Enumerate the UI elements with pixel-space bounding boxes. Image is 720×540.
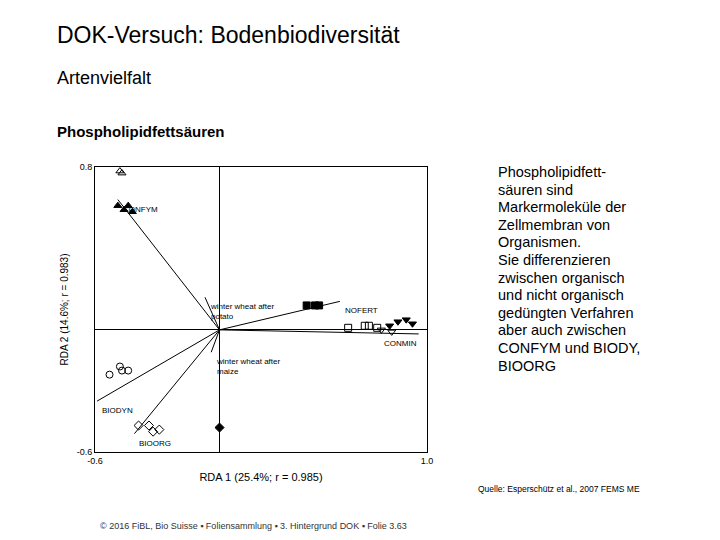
html-text:Phospholipidfettsäuren: Phospholipidfettsäuren	[57, 123, 225, 140]
svg-text:winter wheat aftermaize: winter wheat aftermaize	[216, 357, 280, 376]
svg-text:NOFERT: NOFERT	[345, 306, 378, 315]
html-text:zwischen organisch: zwischen organisch	[498, 269, 625, 286]
svg-text:CONFYM: CONFYM	[123, 205, 158, 214]
html-text:Zellmembran von: Zellmembran von	[498, 216, 610, 233]
html-text:Artenvielfalt: Artenvielfalt	[57, 68, 151, 88]
svg-text:winter wheat afterpotato: winter wheat afterpotato	[210, 302, 274, 321]
html-text:Phospholipidfett-: Phospholipidfett-	[498, 164, 606, 180]
svg-text:BIOORG: BIOORG	[139, 439, 171, 448]
svg-text:BIODYN: BIODYN	[102, 406, 133, 415]
html-text:DOK-Versuch: Bodenbiodiversitä: DOK-Versuch: Bodenbiodiversität	[57, 22, 400, 48]
html-text:Quelle: Esperschütz et al., 20: Quelle: Esperschütz et al., 2007 FEMS ME	[478, 484, 640, 494]
svg-text:-0.6: -0.6	[77, 447, 93, 457]
html-text:Sie differenzieren: Sie differenzieren	[498, 252, 611, 268]
svg-text:RDA 1 (25.4%; r = 0.985): RDA 1 (25.4%; r = 0.985)	[199, 471, 322, 483]
html-text:aber auch zwischen: aber auch zwischen	[498, 322, 627, 339]
html-text:CONFYM und BIODY,: CONFYM und BIODY,	[498, 339, 641, 356]
svg-text:RDA 2 (14.6%; r = 0.983): RDA 2 (14.6%; r = 0.983)	[59, 253, 70, 365]
svg-text:-0.6: -0.6	[87, 456, 103, 466]
html-text:BIOORG: BIOORG	[498, 357, 556, 374]
html-text:gedüngten Verfahren: gedüngten Verfahren	[498, 304, 634, 321]
html-text:Organismen.: Organismen.	[498, 234, 581, 251]
svg-text:0.8: 0.8	[80, 162, 93, 172]
html-text:säuren sind: säuren sind	[498, 181, 573, 198]
svg-text:1.0: 1.0	[421, 456, 434, 466]
html-text:© 2016 FiBL, Bio Suisse ▪ Foli: © 2016 FiBL, Bio Suisse ▪ Foliensammlung…	[100, 521, 407, 531]
svg-text:CONMIN: CONMIN	[384, 339, 417, 348]
html-text:Markermoleküle der: Markermoleküle der	[498, 199, 627, 216]
html-text:und nicht organisch: und nicht organisch	[498, 287, 624, 304]
